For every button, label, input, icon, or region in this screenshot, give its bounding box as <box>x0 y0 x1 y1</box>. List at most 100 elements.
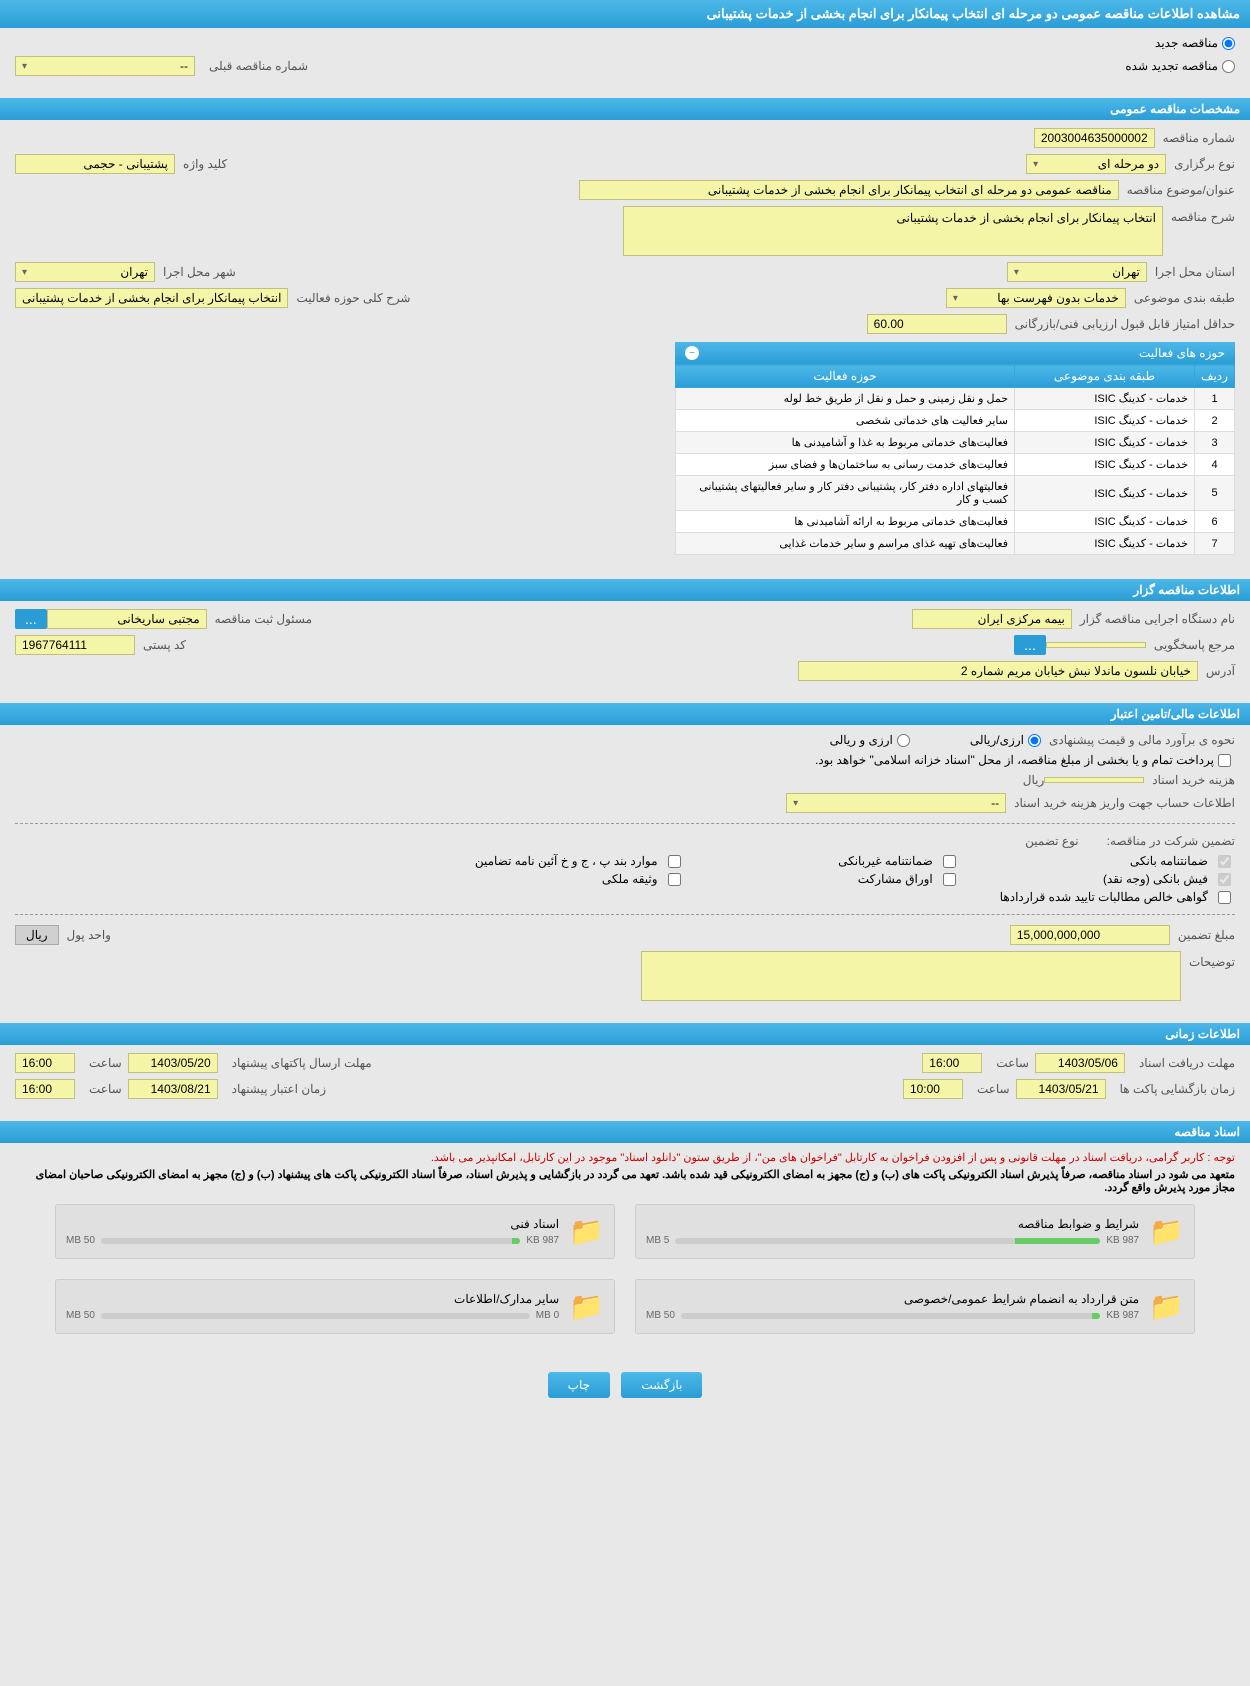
send-label: مهلت ارسال پاکتهای پیشنهاد <box>232 1056 372 1070</box>
gt-nonbank-label: ضمانتنامه غیربانکی <box>838 854 933 868</box>
red-note: توجه : کاربر گرامی، دریافت اسناد در مهلت… <box>15 1151 1235 1164</box>
gt-securities-cb[interactable] <box>943 873 956 886</box>
purchase-cost-unit: ریال <box>1023 773 1045 787</box>
province-value: تهران <box>1112 265 1140 279</box>
col-row: ردیف <box>1195 365 1235 388</box>
back-button[interactable]: بازگشت <box>621 1372 702 1398</box>
notes-textarea[interactable] <box>641 951 1181 1001</box>
time-label-4: ساعت <box>89 1082 122 1096</box>
send-date: 1403/05/20 <box>128 1053 218 1073</box>
section-organizer: اطلاعات مناقصه گزار <box>0 579 1250 601</box>
province-select[interactable]: تهران ▾ <box>1007 262 1147 282</box>
rial-radio[interactable] <box>1028 734 1041 747</box>
postal-value: 1967764111 <box>15 635 135 655</box>
chevron-down-icon: ▾ <box>793 798 798 809</box>
validity-time: 16:00 <box>15 1079 75 1099</box>
treasury-checkbox[interactable] <box>1218 754 1231 767</box>
currency-radio[interactable] <box>897 734 910 747</box>
doc3-size: 987 KB <box>1106 1310 1139 1321</box>
answerer-value[interactable] <box>1046 642 1146 648</box>
chevron-down-icon: ▾ <box>22 61 27 72</box>
main-title: مشاهده اطلاعات مناقصه عمومی دو مرحله ای … <box>0 0 1250 28</box>
unit-label: واحد پول <box>67 928 111 942</box>
keyword-label: کلید واژه <box>183 157 227 171</box>
gt-property-cb[interactable] <box>668 873 681 886</box>
activity-table-wrap: حوزه های فعالیت − ردیف طبقه بندی موضوعی … <box>675 342 1235 555</box>
gt-receivables-cb[interactable] <box>1218 891 1231 904</box>
divider <box>15 823 1235 824</box>
account-select[interactable]: -- ▾ <box>786 793 1006 813</box>
receive-time: 16:00 <box>922 1053 982 1073</box>
subject-label: عنوان/موضوع مناقصه <box>1127 183 1235 197</box>
chevron-down-icon: ▾ <box>1033 159 1038 170</box>
answerer-more-button[interactable]: ... <box>1014 635 1046 655</box>
table-row: 4خدمات - کدینگ ISICفعالیت‌های خدمت رسانی… <box>676 454 1235 476</box>
doc3-title: متن قرارداد به انضمام شرایط عمومی/خصوصی <box>646 1292 1139 1306</box>
prev-number-value: -- <box>180 59 188 73</box>
open-time: 10:00 <box>903 1079 963 1099</box>
table-row: 1خدمات - کدینگ ISICحمل و نقل زمینی و حمل… <box>676 388 1235 410</box>
col-category: طبقه بندی موضوعی <box>1015 365 1195 388</box>
time-label-3: ساعت <box>977 1082 1010 1096</box>
address-label: آدرس <box>1206 664 1235 678</box>
scope-label: شرح کلی حوزه فعالیت <box>296 291 410 305</box>
desc-textarea[interactable]: انتخاب پیمانکار برای انجام بخشی از خدمات… <box>623 206 1163 256</box>
top-radio-section: مناقصه جدید مناقصه تجدید شده شماره مناقص… <box>0 28 1250 90</box>
print-button[interactable]: چاپ <box>548 1372 610 1398</box>
folder-icon: 📁 <box>1149 1290 1184 1323</box>
gt-nonbank-cb[interactable] <box>943 855 956 868</box>
notes-label: توضیحات <box>1189 955 1235 969</box>
section-general: مشخصات مناقصه عمومی <box>0 98 1250 120</box>
gt-securities-label: اوراق مشارکت <box>858 872 933 886</box>
doc-box-2[interactable]: 📁 اسناد فنی 987 KB50 MB <box>55 1204 615 1259</box>
doc1-size: 987 KB <box>1106 1235 1139 1246</box>
new-tender-label: مناقصه جدید <box>1155 36 1218 50</box>
type-label: نوع برگزاری <box>1174 157 1235 171</box>
section-financial: اطلاعات مالی/تامین اعتبار <box>0 703 1250 725</box>
prev-number-label: شماره مناقصه قبلی <box>209 59 308 73</box>
doc3-max: 50 MB <box>646 1310 675 1321</box>
amount-label: مبلغ تضمین <box>1178 928 1235 942</box>
purchase-cost-value[interactable] <box>1044 777 1144 783</box>
account-value: -- <box>991 796 999 810</box>
collapse-icon[interactable]: − <box>685 346 699 360</box>
type-select[interactable]: دو مرحله ای ▾ <box>1026 154 1166 174</box>
validity-label: زمان اعتبار پیشنهاد <box>232 1082 326 1096</box>
table-row: 6خدمات - کدینگ ISICفعالیت‌های خدماتی مرب… <box>676 511 1235 533</box>
subject-value: مناقصه عمومی دو مرحله ای انتخاب پیمانکار… <box>579 180 1119 200</box>
table-row: 5خدمات - کدینگ ISICفعالیتهای اداره دفتر … <box>676 476 1235 511</box>
gt-items-cb[interactable] <box>668 855 681 868</box>
prev-number-select[interactable]: -- ▾ <box>15 56 195 76</box>
table-row: 3خدمات - کدینگ ISICفعالیت‌های خدماتی مرب… <box>676 432 1235 454</box>
doc-box-4[interactable]: 📁 سایر مدارک/اطلاعات 0 MB50 MB <box>55 1279 615 1334</box>
min-score-value: 60.00 <box>867 314 1007 334</box>
folder-icon: 📁 <box>1149 1215 1184 1248</box>
chevron-down-icon: ▾ <box>1014 267 1019 278</box>
chevron-down-icon: ▾ <box>953 293 958 304</box>
currency-label: ارزی و ریالی <box>830 733 893 747</box>
city-select[interactable]: تهران ▾ <box>15 262 155 282</box>
category-select[interactable]: خدمات بدون فهرست بها ▾ <box>946 288 1126 308</box>
city-value: تهران <box>120 265 148 279</box>
time-label-2: ساعت <box>89 1056 122 1070</box>
activity-table-title: حوزه های فعالیت <box>1139 346 1225 360</box>
folder-icon: 📁 <box>569 1290 604 1323</box>
col-activity: حوزه فعالیت <box>676 365 1015 388</box>
keyword-value: پشتیبانی - حجمی <box>15 154 175 174</box>
responsible-more-button[interactable]: ... <box>15 609 47 629</box>
doc-box-3[interactable]: 📁 متن قرارداد به انضمام شرایط عمومی/خصوص… <box>635 1279 1195 1334</box>
agency-value: بیمه مرکزی ایران <box>912 609 1072 629</box>
renewed-tender-radio[interactable] <box>1222 60 1235 73</box>
method-label: نحوه ی برآورد مالی و قیمت پیشنهادی <box>1049 733 1235 747</box>
time-label-1: ساعت <box>996 1056 1029 1070</box>
doc4-title: سایر مدارک/اطلاعات <box>66 1292 559 1306</box>
doc-box-1[interactable]: 📁 شرایط و ضوابط مناقصه 987 KB5 MB <box>635 1204 1195 1259</box>
gt-bank-label: ضمانتنامه بانکی <box>1130 854 1208 868</box>
min-score-label: حداقل امتیاز قابل قبول ارزیابی فنی/بازرگ… <box>1015 317 1235 331</box>
chevron-down-icon: ▾ <box>22 267 27 278</box>
payment-note: پرداخت تمام و یا بخشی از مبلغ مناقصه، از… <box>815 753 1214 767</box>
doc4-max: 50 MB <box>66 1310 95 1321</box>
open-label: زمان بازگشایی پاکت ها <box>1120 1082 1235 1096</box>
tender-number-label: شماره مناقصه <box>1163 131 1235 145</box>
new-tender-radio[interactable] <box>1222 37 1235 50</box>
